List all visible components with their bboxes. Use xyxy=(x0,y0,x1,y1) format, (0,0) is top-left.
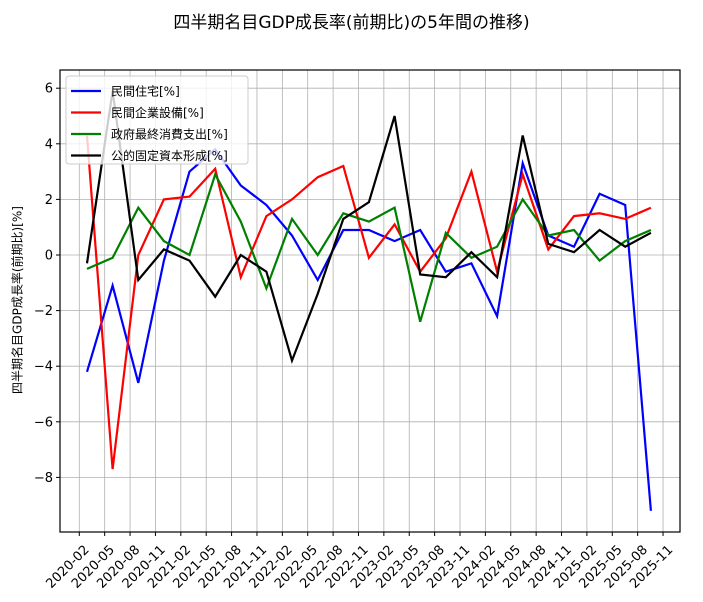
y-tick-label: −8 xyxy=(34,471,53,486)
y-tick-label: 0 xyxy=(45,249,53,264)
chart-title: 四半期名目GDP成長率(前期比)の5年間の推移) xyxy=(173,13,530,33)
series-line-0 xyxy=(85,147,652,511)
y-tick-label: −6 xyxy=(34,415,53,430)
plot-frame xyxy=(59,69,681,533)
data-lines xyxy=(85,90,652,511)
y-tick-label: −2 xyxy=(34,304,53,319)
legend-label: 政府最終消費支出[%] xyxy=(111,127,228,142)
series-line-2 xyxy=(86,171,652,323)
series-line-3 xyxy=(85,90,652,365)
y-tick-label: 6 xyxy=(45,82,53,97)
y-tick-label: 2 xyxy=(45,193,53,208)
y-tick-label: 4 xyxy=(45,137,53,152)
legend: 民間住宅[%] 民間企業設備[%] 政府最終消費支出[%] 公的固定資本形成[%] xyxy=(65,75,249,165)
legend-label: 民間企業設備[%] xyxy=(111,105,204,120)
legend-box xyxy=(65,75,249,165)
series-line-1 xyxy=(85,135,652,470)
y-axis-ticks: −8 −6 −4 −2 0 2 4 6 xyxy=(34,82,60,486)
x-axis-ticks: 2020-022020-052020-082020-112021-022021-… xyxy=(44,532,676,592)
y-tick-label: −4 xyxy=(34,360,53,375)
legend-label: 民間住宅[%] xyxy=(111,84,180,99)
legend-label: 公的固定資本形成[%] xyxy=(111,148,228,163)
